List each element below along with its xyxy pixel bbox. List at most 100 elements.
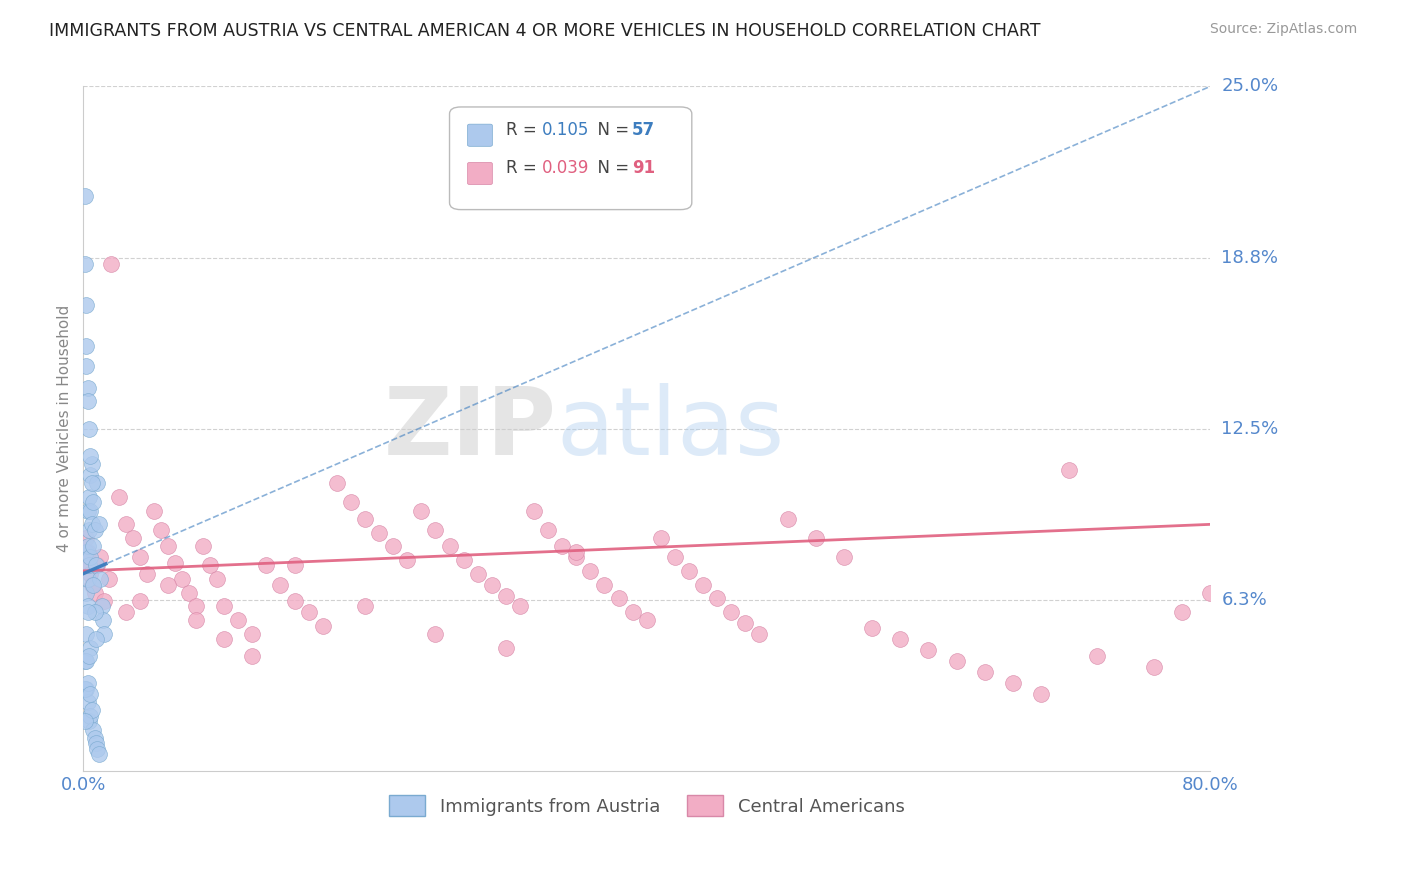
Point (76, 545, 98, 559)
Point (467, 566, 489, 581)
Point (439, 539, 461, 553)
Point (79, 550, 101, 565)
Point (945, 654, 967, 668)
Point (114, 605, 136, 619)
Point (411, 504, 433, 518)
Point (83, 605, 105, 619)
Text: 57: 57 (633, 121, 655, 139)
Point (163, 556, 186, 570)
Point (184, 613, 207, 627)
Point (80, 517, 103, 532)
Point (650, 531, 672, 545)
Point (551, 539, 574, 553)
Point (692, 577, 714, 591)
Point (156, 539, 179, 553)
Point (75, 359, 97, 373)
Point (128, 550, 150, 565)
Point (82, 577, 104, 591)
Point (82, 495, 104, 509)
Point (79, 468, 101, 483)
Point (75, 627, 97, 641)
Point (312, 618, 335, 632)
Point (135, 566, 157, 581)
Point (720, 605, 742, 619)
Point (1171, 605, 1194, 619)
Text: ZIP: ZIP (384, 383, 557, 475)
Point (579, 564, 602, 578)
Point (326, 476, 349, 491)
Point (804, 531, 827, 545)
Point (79, 687, 101, 701)
Point (191, 539, 214, 553)
Point (75, 339, 97, 353)
Text: atlas: atlas (557, 383, 785, 475)
Point (76, 695, 98, 709)
Point (77, 714, 100, 729)
Point (86, 476, 108, 491)
Point (82, 723, 104, 737)
Point (91, 613, 114, 627)
Point (73, 257, 96, 271)
Text: N =: N = (586, 159, 634, 178)
Point (354, 599, 377, 614)
Point (832, 550, 855, 565)
Point (523, 504, 546, 518)
Point (75, 681, 97, 696)
Point (734, 615, 756, 630)
Point (76, 394, 98, 409)
Point (205, 572, 228, 586)
Point (75, 531, 97, 545)
Point (240, 627, 263, 641)
Point (114, 517, 136, 532)
Point (76, 599, 98, 614)
Point (453, 553, 475, 567)
Text: N =: N = (586, 121, 634, 139)
Point (340, 495, 363, 509)
Point (973, 665, 995, 680)
Point (84, 558, 107, 573)
Point (565, 545, 588, 559)
Point (76, 380, 98, 394)
Point (706, 591, 728, 606)
Point (170, 572, 193, 586)
Point (495, 589, 517, 603)
Point (1029, 687, 1052, 701)
Text: 6.3%: 6.3% (1222, 591, 1267, 608)
Point (77, 421, 100, 435)
Text: IMMIGRANTS FROM AUSTRIA VS CENTRAL AMERICAN 4 OR MORE VEHICLES IN HOUSEHOLD CORR: IMMIGRANTS FROM AUSTRIA VS CENTRAL AMERI… (49, 22, 1040, 40)
Point (142, 504, 165, 518)
Point (79, 709, 101, 723)
Point (537, 523, 560, 537)
Point (82, 539, 104, 553)
Point (89, 550, 111, 565)
Point (80, 703, 103, 717)
Point (73, 189, 96, 203)
Point (396, 553, 419, 567)
Point (678, 564, 700, 578)
Point (90, 599, 112, 614)
Point (77, 558, 100, 573)
Point (80, 457, 103, 471)
Point (100, 257, 122, 271)
Point (889, 632, 911, 647)
Point (75, 586, 97, 600)
Text: 25.0%: 25.0% (1222, 78, 1278, 95)
Point (76, 676, 98, 690)
Point (76, 504, 98, 518)
Point (76, 539, 98, 553)
Point (748, 627, 770, 641)
Point (212, 599, 235, 614)
Point (240, 648, 263, 663)
Point (481, 577, 503, 591)
Point (77, 490, 100, 504)
Point (184, 599, 207, 614)
Point (128, 594, 150, 608)
Point (75, 298, 97, 312)
Point (1143, 659, 1166, 673)
Point (298, 605, 321, 619)
Point (86, 558, 108, 573)
Point (664, 550, 686, 565)
Point (121, 531, 143, 545)
Point (1001, 676, 1024, 690)
Point (254, 558, 277, 573)
